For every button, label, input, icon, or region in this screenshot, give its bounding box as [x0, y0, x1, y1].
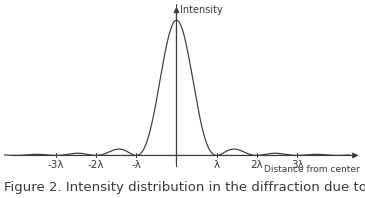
Text: Distance from center: Distance from center [264, 165, 359, 174]
Text: Intensity: Intensity [180, 6, 222, 15]
Text: -2λ: -2λ [88, 160, 104, 170]
Text: Figure 2. Intensity distribution in the diffraction due to single slit: Figure 2. Intensity distribution in the … [4, 181, 365, 194]
Text: -3λ: -3λ [48, 160, 64, 170]
Text: 3λ: 3λ [291, 160, 303, 170]
Text: -λ: -λ [131, 160, 141, 170]
Text: 2λ: 2λ [250, 160, 263, 170]
Text: λ: λ [214, 160, 220, 170]
